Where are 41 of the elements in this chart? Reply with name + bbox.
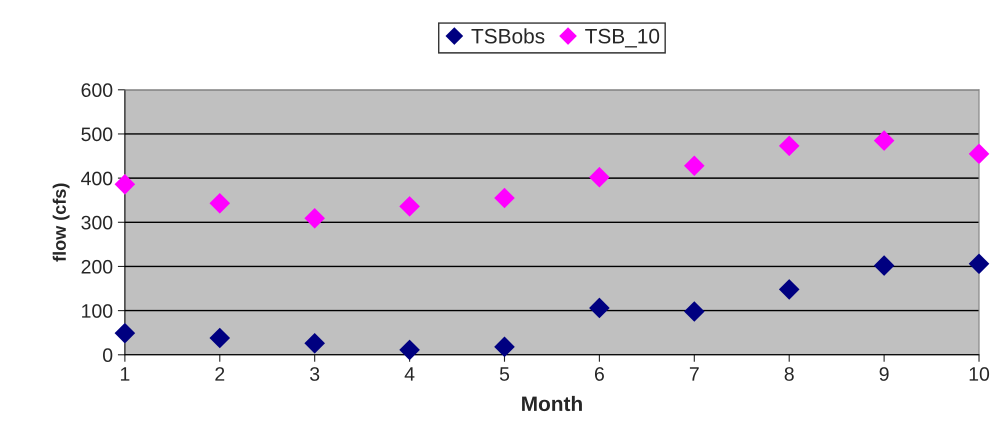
point: [209, 192, 230, 214]
point: [684, 155, 705, 176]
point: [399, 340, 420, 360]
point: [684, 301, 705, 322]
y-tick-label: 200: [82, 260, 112, 274]
x-tick-label: 4: [404, 367, 414, 381]
x-axis-title: Month: [522, 396, 582, 412]
y-tick-label: 500: [81, 127, 112, 142]
point: [304, 332, 325, 354]
legend-label: TSB_10: [585, 28, 660, 48]
y-tick-label: 0: [103, 348, 112, 362]
point: [778, 136, 800, 156]
point: [778, 279, 800, 300]
legend-label: TSBobs: [471, 28, 544, 44]
point: [968, 144, 990, 164]
point: [494, 336, 515, 358]
point: [589, 166, 610, 188]
point: [399, 196, 420, 217]
x-tick-label: 10: [970, 367, 990, 381]
x-tick-label: 6: [594, 367, 604, 381]
x-tick-label: 3: [310, 367, 320, 381]
y-axis-title: flow (cfs): [52, 184, 70, 262]
x-tick-label: 9: [880, 367, 889, 381]
point: [494, 188, 515, 208]
point: [114, 174, 136, 195]
x-tick-label: 7: [690, 367, 699, 381]
y-tick-label: 600: [82, 83, 112, 98]
x-tick-label: 5: [500, 367, 510, 381]
point: [304, 208, 325, 229]
point: [114, 322, 136, 344]
point: [589, 298, 610, 318]
y-tick-label: 400: [81, 172, 112, 186]
y-tick-label: 300: [81, 216, 112, 230]
x-tick-label: 1: [120, 367, 130, 381]
x-tick-label: 8: [784, 367, 794, 381]
x-tick-label: 2: [215, 367, 224, 381]
point: [874, 255, 894, 276]
point: [968, 254, 990, 274]
point: [209, 328, 230, 348]
point: [874, 130, 894, 151]
y-tick-label: 100: [82, 304, 112, 318]
